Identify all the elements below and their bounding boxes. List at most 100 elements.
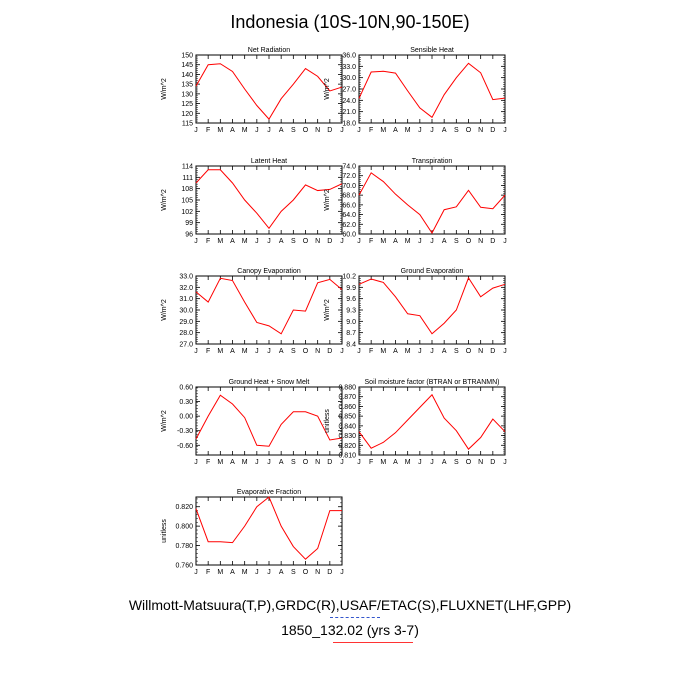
y-tick-label: 10.2 [342,274,356,281]
x-tick-label: M [380,459,386,466]
x-tick-label: J [357,127,361,134]
x-tick-label: J [267,348,271,355]
y-tick-label: 72.0 [342,173,356,180]
x-tick-label: D [327,238,332,245]
x-tick-label: J [267,459,271,466]
y-tick-label: -0.60 [177,443,193,450]
y-tick-label: 105 [181,198,193,205]
y-tick-label: 0.760 [175,563,193,570]
x-tick-label: D [490,348,495,355]
x-tick-label: J [194,238,198,245]
x-tick-label: A [442,238,447,245]
x-tick-label: J [503,238,507,245]
x-tick-label: N [478,459,483,466]
y-axis-label: W/m^2 [161,410,168,432]
series-line [195,496,342,560]
y-tick-label: 8.4 [346,342,356,349]
y-tick-label: 102 [181,209,193,216]
plot-frame [358,54,506,124]
y-tick-label: 125 [181,101,193,108]
y-tick-label: 62.0 [342,222,356,229]
x-tick-label: D [327,348,332,355]
y-tick-label: 0.00 [179,414,193,421]
x-tick-label: A [393,459,398,466]
x-tick-label: O [466,238,472,245]
y-tick-label: 0.810 [338,453,356,460]
series-line [195,394,343,447]
y-axis-label: W/m^2 [161,299,168,321]
x-tick-label: N [315,127,320,134]
x-tick-label: J [357,459,361,466]
x-tick-label: M [242,459,248,466]
x-tick-label: A [279,127,284,134]
footer-underline-blue [330,617,380,619]
x-tick-label: M [380,348,386,355]
footer-datasets: Willmott-Matsuura(T,P),GRDC(R),USAF/ETAC… [128,597,572,613]
x-tick-label: J [340,569,344,576]
x-tick-label: J [194,348,198,355]
chart-title: Canopy Evaporation [237,268,301,275]
series-line [358,62,506,119]
x-tick-label: O [303,348,309,355]
y-tick-label: 30.0 [179,308,193,315]
x-tick-label: A [442,348,447,355]
y-tick-label: 0.840 [338,423,356,430]
x-tick-label: F [206,569,210,576]
y-tick-label: 9.0 [346,319,356,326]
x-tick-label: S [454,238,459,245]
x-tick-label: F [369,238,373,245]
x-tick-label: J [255,238,259,245]
x-tick-label: N [315,459,320,466]
y-tick-label: 36.0 [342,53,356,60]
chart-title: Ground Evaporation [401,268,464,275]
series-line [195,169,343,230]
x-tick-label: J [340,238,344,245]
x-tick-label: F [369,459,373,466]
x-tick-label: F [369,348,373,355]
x-tick-label: M [242,238,248,245]
x-tick-label: J [340,127,344,134]
x-tick-label: J [430,459,434,466]
y-tick-label: 70.0 [342,183,356,190]
y-tick-label: 68.0 [342,193,356,200]
y-tick-label: 0.870 [338,394,356,401]
chart-panel-1: Sensible Heat W/m^2 36.0 33.0 30.0 27.0 24.0 21… [324,47,507,134]
x-tick-label: D [490,127,495,134]
x-tick-label: J [503,127,507,134]
y-tick-label: 33.0 [179,274,193,281]
x-tick-label: M [242,569,248,576]
x-tick-label: S [291,348,296,355]
y-tick-label: 9.9 [346,285,356,292]
y-tick-label: 114 [182,164,193,171]
x-tick-label: N [315,569,320,576]
x-tick-label: S [454,348,459,355]
x-tick-label: M [405,459,411,466]
chart-panel-6: Ground Heat + Snow Melt W/m^2 0.60 0.30 0.00… [161,379,344,466]
chart-panel-7: Soil moisture factor (BTRAN or BTRANMN) u… [324,379,507,466]
x-tick-label: S [454,459,459,466]
x-tick-label: F [206,459,210,466]
y-tick-label: 28.0 [179,330,193,337]
x-tick-label: J [267,127,271,134]
y-tick-label: 0.830 [338,433,356,440]
y-tick-label: 130 [181,91,193,98]
y-axis-label: W/m^2 [161,189,168,211]
x-tick-label: M [380,127,386,134]
y-tick-label: 60.0 [342,232,356,239]
chart-panel-5: Ground Evaporation W/m^2 10.2 9.9 9.6 9.3 9.0 8… [324,268,507,355]
chart-title: Sensible Heat [410,47,454,54]
series-line [358,172,506,235]
x-tick-label: J [418,127,422,134]
y-tick-label: 0.850 [338,414,356,421]
x-tick-label: O [303,569,309,576]
y-tick-label: 96 [185,232,193,239]
x-tick-label: A [230,348,235,355]
x-tick-label: J [340,348,344,355]
y-tick-label: 0.800 [175,524,193,531]
x-tick-label: O [303,238,309,245]
x-tick-label: M [217,459,223,466]
plot-frame [358,165,506,235]
chart-title: Soil moisture factor (BTRAN or BTRANMN) [365,379,500,386]
x-tick-label: O [466,459,472,466]
